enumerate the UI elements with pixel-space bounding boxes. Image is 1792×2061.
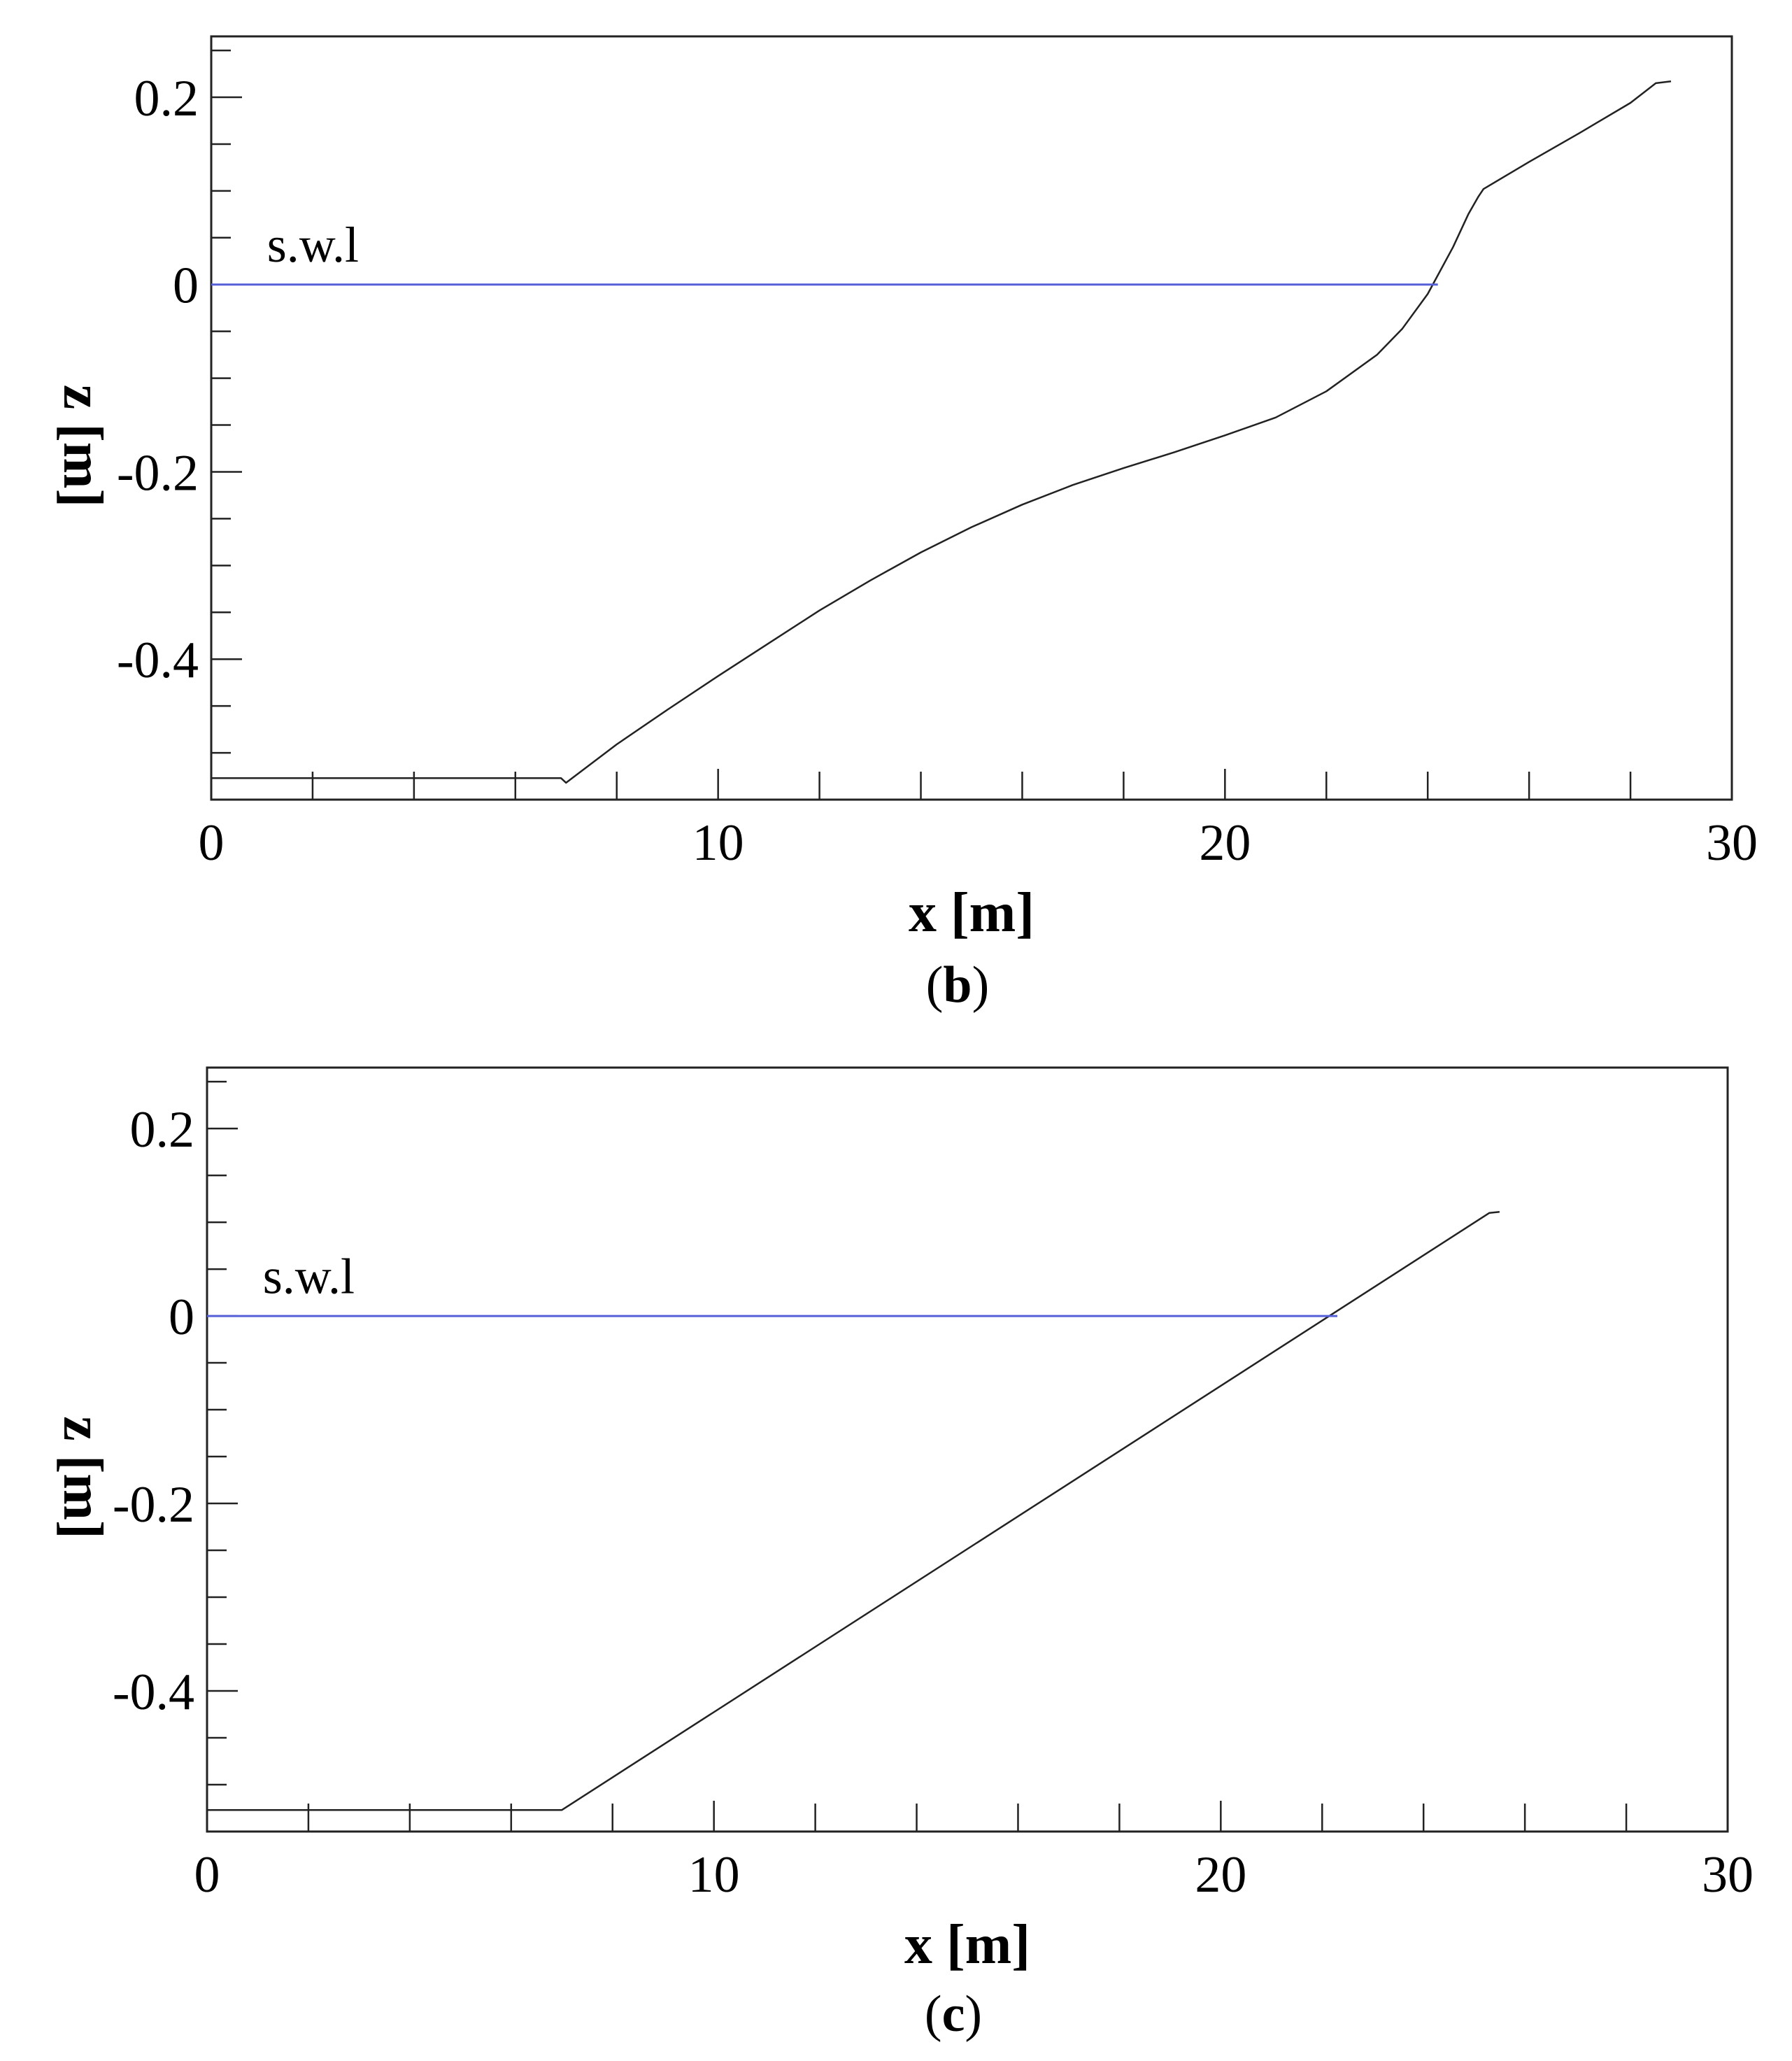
y-tick-label: 0 — [173, 257, 199, 315]
y-tick-label: -0.2 — [113, 1476, 194, 1534]
bottom-profile-line — [211, 80, 1672, 784]
y-tick-label: -0.2 — [117, 444, 199, 502]
panel-label-letter: c — [942, 1985, 965, 2043]
y-tick-label: 0.2 — [134, 70, 199, 127]
x-tick-label: 0 — [194, 1846, 220, 1904]
panel-label-letter: b — [943, 956, 972, 1014]
y-axis-title: z [m] — [52, 1416, 113, 1538]
panel-label: (b) — [926, 956, 989, 1014]
panel-label-close: ) — [965, 1985, 982, 2043]
x-tick-label: 20 — [1199, 814, 1251, 872]
panel-label-close: ) — [972, 956, 990, 1014]
plot-frame — [206, 1066, 1729, 1833]
x-tick-label: 0 — [199, 814, 225, 872]
bottom-profile-line — [207, 1211, 1500, 1811]
x-tick-label: 10 — [688, 1846, 740, 1904]
chart-panel-b: 0 10 20 30 0.2 0 -0.2 -0.4 x [m] z [m] s.w.l (b) — [52, 35, 1758, 1014]
chart-panel-c: 0 10 20 30 0.2 0 -0.2 -0.4 x [m] z [m] s.w.l (c) — [52, 1066, 1754, 2043]
plot-frame — [210, 35, 1733, 801]
panel-label-open: ( — [925, 1985, 942, 2043]
y-axis-title: z [m] — [52, 385, 113, 507]
swl-annotation: s.w.l — [267, 217, 359, 273]
y-tick-label: -0.4 — [113, 1664, 194, 1721]
x-tick-label: 30 — [1702, 1846, 1754, 1904]
x-tick-label: 10 — [692, 814, 744, 872]
y-tick-label: -0.4 — [117, 632, 199, 689]
swl-annotation: s.w.l — [263, 1248, 355, 1304]
y-tick-label: 0 — [169, 1289, 194, 1346]
x-tick-label: 30 — [1706, 814, 1758, 872]
x-axis-title: x [m] — [909, 882, 1034, 944]
panel-label: (c) — [925, 1985, 982, 2043]
x-axis-title: x [m] — [904, 1914, 1030, 1976]
y-tick-label: 0.2 — [130, 1101, 195, 1159]
panel-label-open: ( — [926, 956, 944, 1014]
x-tick-label: 20 — [1195, 1846, 1246, 1904]
